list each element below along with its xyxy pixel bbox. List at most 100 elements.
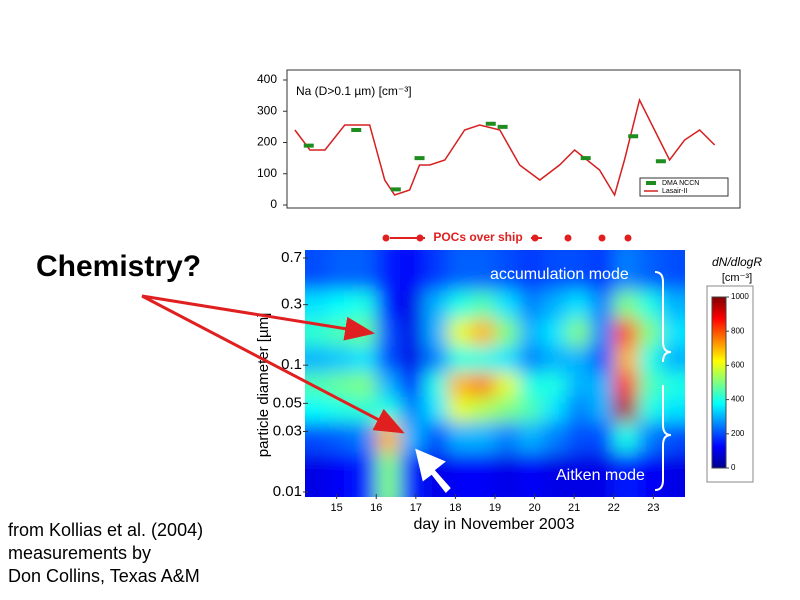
heatmap-cell bbox=[447, 318, 472, 347]
y-tick-label: 0.3 bbox=[281, 296, 302, 313]
heatmap-cell bbox=[590, 250, 615, 292]
heatmap-cell bbox=[447, 346, 472, 373]
x-tick-label: 22 bbox=[608, 502, 620, 514]
heatmap-cell bbox=[661, 318, 685, 347]
heatmap-cell bbox=[352, 346, 377, 373]
heatmap-cell bbox=[613, 422, 638, 453]
heatmap-cell bbox=[637, 422, 662, 453]
y-tick-label: 0.03 bbox=[273, 422, 302, 439]
heatmap-cell bbox=[542, 318, 567, 347]
x-tick-label: 17 bbox=[410, 502, 422, 514]
heatmap-cell bbox=[566, 422, 591, 453]
heatmap-cell bbox=[471, 422, 496, 453]
heatmap-cell bbox=[423, 250, 448, 292]
heatmap-cell bbox=[376, 290, 401, 320]
marker bbox=[390, 187, 401, 192]
heatmap-cell bbox=[447, 452, 472, 497]
heatmap-cell bbox=[471, 396, 496, 423]
heatmap-cell bbox=[566, 396, 591, 423]
heatmap-cell bbox=[376, 422, 401, 453]
legend-swatch bbox=[646, 181, 656, 185]
marker bbox=[351, 128, 362, 132]
colorbar-unit: [cm⁻³] bbox=[722, 272, 752, 284]
heatmap-cell bbox=[661, 250, 685, 292]
heatmap-cell bbox=[637, 290, 662, 320]
heatmap-cell bbox=[495, 396, 520, 423]
heatmap-cell bbox=[590, 290, 615, 320]
poc-label: POCs over ship bbox=[433, 230, 522, 244]
heatmap-cell bbox=[471, 452, 496, 497]
heatmap-cell bbox=[518, 290, 543, 320]
brace bbox=[654, 271, 672, 363]
heatmap-cell bbox=[376, 318, 401, 347]
heatmap-cell bbox=[542, 346, 567, 373]
colorbar-tick-label: 1000 bbox=[731, 292, 749, 301]
credit: measurements by bbox=[8, 543, 151, 563]
y-tick-label: 0 bbox=[270, 197, 277, 211]
heatmap-cell bbox=[661, 290, 685, 320]
heatmap-cell bbox=[613, 290, 638, 320]
heatmap-cell bbox=[352, 372, 377, 398]
heatmap-cell bbox=[566, 452, 591, 497]
brace bbox=[654, 385, 672, 491]
y-tick-label: 400 bbox=[257, 72, 277, 86]
heatmap-cell bbox=[352, 422, 377, 453]
heatmap-cell bbox=[661, 346, 685, 373]
heatmap-cell bbox=[590, 422, 615, 453]
y-tick-label: 0.7 bbox=[281, 249, 302, 266]
x-tick-label: 18 bbox=[449, 502, 461, 514]
chart-title: Na (D>0.1 µm) [cm⁻³] bbox=[296, 84, 412, 98]
x-tick-label: 23 bbox=[647, 502, 659, 514]
marker bbox=[655, 159, 666, 164]
heatmap-cell bbox=[495, 318, 520, 347]
poc-dot bbox=[598, 234, 606, 242]
heatmap-cell bbox=[637, 250, 662, 292]
heatmap-cell bbox=[495, 422, 520, 453]
heatmap-cell bbox=[518, 372, 543, 398]
heatmap-cell bbox=[542, 452, 567, 497]
heatmap-cell bbox=[400, 346, 425, 373]
heatmap-cell bbox=[495, 290, 520, 320]
arrow bbox=[141, 294, 405, 434]
legend-box bbox=[639, 177, 729, 197]
heatmap-cell bbox=[400, 422, 425, 453]
heatmap-cell bbox=[305, 396, 330, 423]
heatmap-cell bbox=[400, 396, 425, 423]
colorbar-tick-label: 800 bbox=[731, 326, 745, 335]
poc-dot bbox=[564, 234, 572, 242]
arrow bbox=[141, 294, 375, 341]
x-tick-label: 15 bbox=[331, 502, 343, 514]
colorbar-tick-label: 600 bbox=[731, 361, 745, 370]
heatmap-cell bbox=[637, 372, 662, 398]
heatmap-cell bbox=[542, 422, 567, 453]
heatmap-cell bbox=[637, 346, 662, 373]
heatmap-blur bbox=[305, 250, 685, 497]
legend-label: DMA NCCN bbox=[662, 180, 699, 187]
heatmap-cell bbox=[447, 422, 472, 453]
heatmap-cell bbox=[495, 346, 520, 373]
heatmap-cell bbox=[423, 422, 448, 453]
colorbar-tick-label: 0 bbox=[731, 463, 736, 472]
y-tick-label: 0.01 bbox=[273, 483, 302, 500]
marker bbox=[303, 143, 314, 148]
heatmap-cell bbox=[542, 372, 567, 398]
heatmap-cell bbox=[613, 318, 638, 347]
heatmap-cell bbox=[661, 372, 685, 398]
heatmap-cell bbox=[542, 396, 567, 423]
arrows bbox=[141, 294, 451, 494]
heatmap-cell bbox=[423, 396, 448, 423]
x-axis-label: day in November 2003 bbox=[414, 516, 575, 533]
heatmap-cell bbox=[423, 372, 448, 398]
heatmap-cell bbox=[566, 346, 591, 373]
series-line bbox=[294, 97, 716, 197]
heatmap-cell bbox=[566, 318, 591, 347]
heatmap-cell bbox=[328, 422, 353, 453]
heatmap-cell bbox=[328, 318, 353, 347]
poc-dot bbox=[624, 234, 632, 242]
top-chart: Na (D>0.1 µm) [cm⁻³] 0 100 200 300 400 Lasair-… bbox=[257, 69, 741, 211]
heatmap-cell bbox=[518, 396, 543, 423]
heatmap-cell bbox=[352, 396, 377, 423]
x-tick-label: 20 bbox=[528, 502, 540, 514]
heatmap-cell bbox=[637, 318, 662, 347]
